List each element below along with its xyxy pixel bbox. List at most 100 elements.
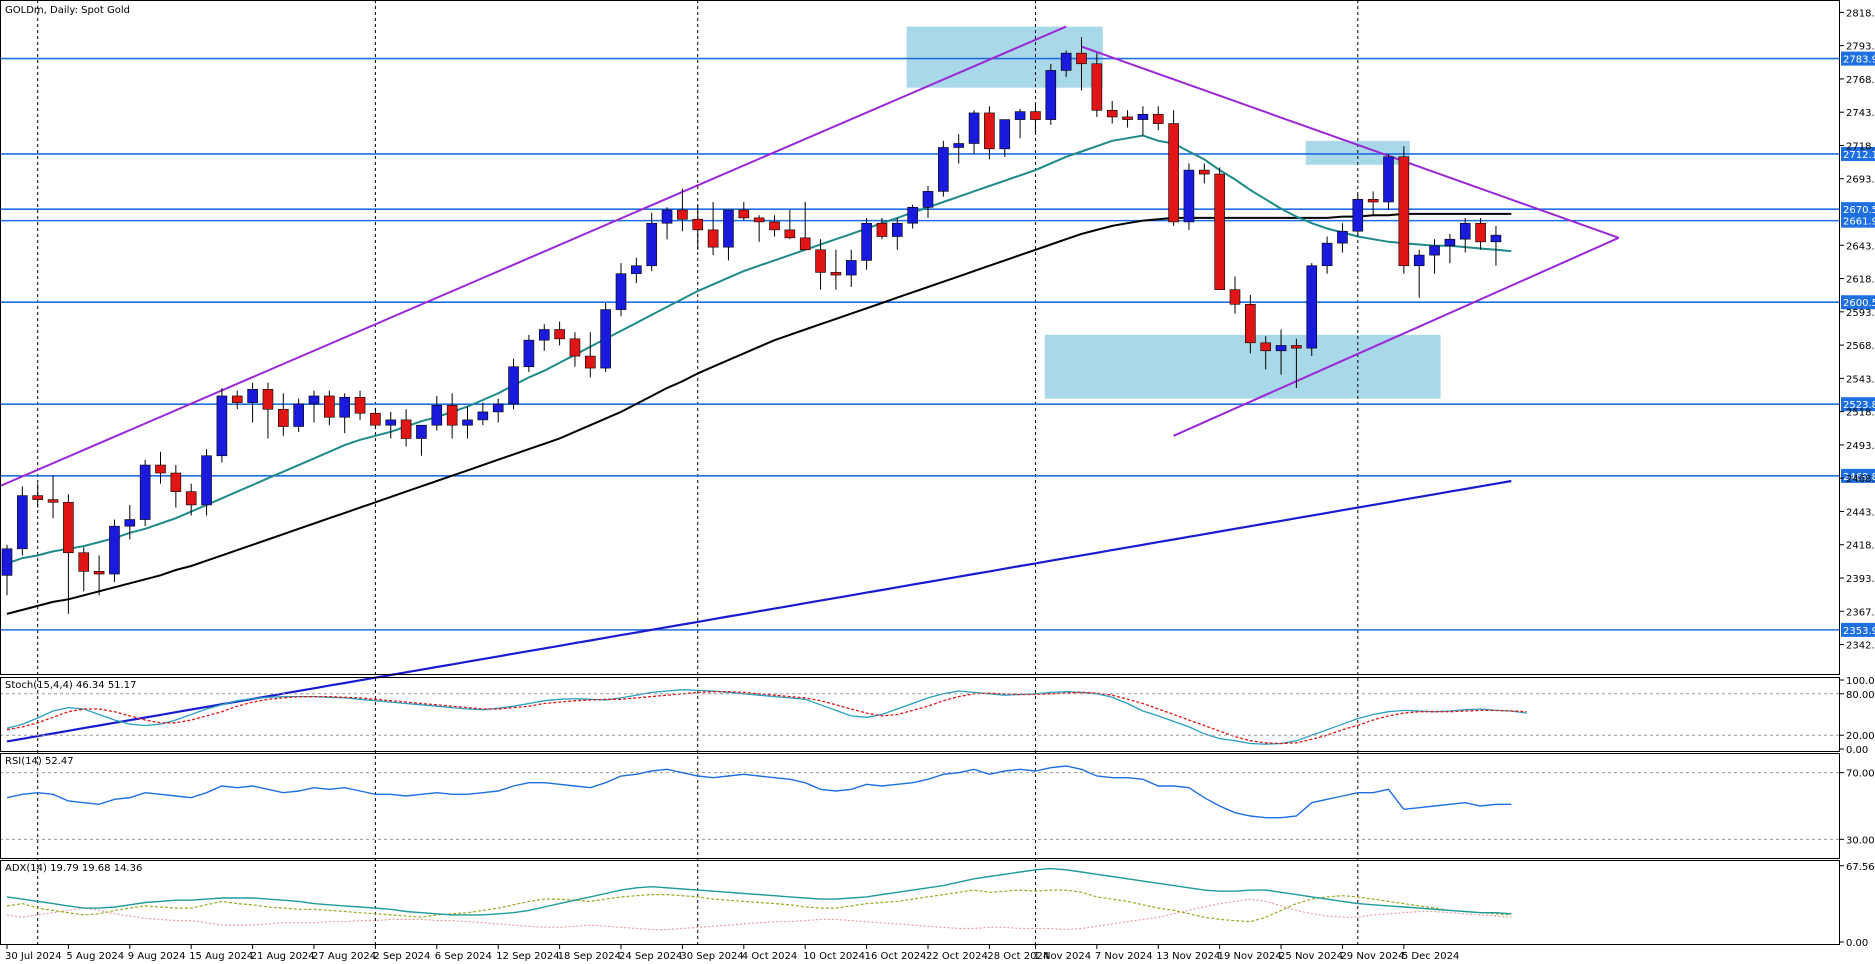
candle-up [1352, 199, 1364, 232]
adx-tick-label: 0.00 [1846, 938, 1868, 949]
candle-down [784, 229, 796, 239]
x-tick-label: 16 Oct 2024 [865, 951, 927, 962]
y-tick-label: 2418.04 [1846, 541, 1875, 552]
y-tick-label: 2643.40 [1846, 241, 1875, 252]
candlesticks [1, 37, 1502, 614]
candle-down [354, 396, 366, 414]
candle-down [1398, 156, 1410, 267]
candle-up [293, 403, 304, 427]
candle-up [723, 209, 734, 248]
candle-down [1076, 52, 1087, 65]
y-tick-label: 2367.96 [1846, 607, 1875, 618]
x-tick-label: 4 Oct 2024 [742, 951, 797, 962]
adx-tick-label: 67.56 [1846, 862, 1875, 873]
level-tag [1841, 202, 1875, 217]
candle-down [78, 552, 90, 572]
candle-down [47, 499, 59, 503]
candle-down [400, 419, 412, 439]
y-tick-label: 2543.24 [1846, 374, 1875, 385]
candle-up [646, 222, 658, 267]
adx-line [6, 867, 1512, 916]
x-tick-label: 12 Sep 2024 [496, 951, 559, 962]
candle-up [1337, 230, 1348, 244]
candle-up [999, 119, 1011, 150]
y-tick-label: 2793.64 [1846, 42, 1875, 53]
candle-down [277, 408, 289, 427]
x-tick-label: 9 Aug 2024 [128, 951, 186, 962]
x-tick-label: 22 Oct 2024 [926, 951, 988, 962]
candle-down [584, 355, 596, 369]
candle-up [216, 395, 228, 457]
candle-up [1413, 254, 1425, 267]
candle-down [1367, 199, 1379, 203]
candle-up [109, 525, 120, 575]
candle-down [815, 249, 826, 273]
candle-up [308, 395, 320, 405]
candle-up [615, 273, 627, 310]
candle-down [93, 571, 105, 575]
level-tag [1841, 51, 1875, 66]
candle-down [1214, 173, 1225, 290]
candle-down [1106, 109, 1118, 118]
candle-down [677, 209, 688, 220]
candle-up [339, 396, 351, 418]
level-label: 2600.54 [1843, 298, 1875, 309]
y-tick-label: 2618.36 [1846, 275, 1875, 286]
candle-up [661, 209, 673, 224]
candle-up [845, 260, 857, 276]
y-tick-label: 2818.66 [1846, 8, 1875, 19]
ema50-line [6, 212, 1512, 615]
candle-down [692, 218, 704, 231]
candle-down [1475, 222, 1486, 243]
stoch-tick-label: 20.00 [1846, 731, 1875, 742]
candle-up [17, 495, 28, 550]
candle-down [170, 472, 182, 492]
candle-down [753, 217, 765, 223]
level-tag [1841, 295, 1875, 310]
x-tick-label: 5 Aug 2024 [66, 951, 124, 962]
y-tick-label: 2693.48 [1846, 175, 1875, 186]
candle-up [1137, 113, 1149, 120]
level-label: 2661.95 [1843, 217, 1875, 228]
chart-title: GOLDm, Daily: Spot Gold [5, 5, 130, 16]
rsi-tick-label: 30.00 [1846, 835, 1875, 846]
stoch-signal-line [6, 691, 1527, 745]
panel-frame [0, 0, 1840, 675]
y-tick-label: 2743.56 [1846, 108, 1875, 119]
candle-up [1275, 345, 1287, 352]
x-tick-label: 6 Sep 2024 [435, 951, 492, 962]
candle-down [1168, 123, 1179, 223]
candle-down [1030, 111, 1041, 120]
trendline [0, 25, 1067, 488]
panel-frame [0, 677, 1840, 752]
candle-down [185, 491, 197, 506]
x-tick-label: 25 Nov 2024 [1279, 951, 1343, 962]
level-tag [1841, 468, 1875, 483]
level-label: 2783.90 [1843, 55, 1875, 66]
x-tick-label: 30 Sep 2024 [680, 951, 743, 962]
candle-up [1045, 70, 1057, 120]
candle-down [63, 501, 74, 554]
candle-up [139, 464, 151, 520]
x-tick-label: 30 Jul 2024 [5, 951, 62, 962]
x-tick-label: 21 Aug 2024 [251, 951, 315, 962]
level-label: 2469.87 [1843, 472, 1875, 483]
candle-up [922, 191, 934, 208]
candle-down [446, 404, 458, 426]
rsi-line [6, 765, 1512, 819]
candle-down [984, 112, 995, 150]
x-tick-label: 28 Oct 2024 [987, 951, 1049, 962]
y-tick-label: 2718.52 [1846, 141, 1875, 152]
candle-up [538, 329, 550, 341]
panel-frame [0, 753, 1840, 859]
candle-down [32, 495, 44, 500]
zone-rect [906, 26, 1103, 88]
level-label: 2712.12 [1843, 150, 1875, 161]
indicator-panels [0, 689, 1840, 931]
candle-down [769, 221, 780, 231]
candle-down [1229, 289, 1241, 305]
candle-up [462, 419, 473, 426]
candle-up [1459, 222, 1471, 240]
candle-up [631, 265, 642, 275]
